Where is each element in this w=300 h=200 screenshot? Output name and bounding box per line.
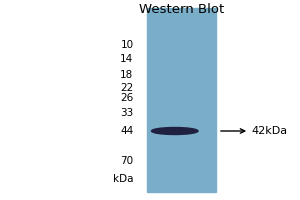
Bar — [147, 8, 216, 192]
Text: 10: 10 — [120, 40, 134, 50]
Text: 22: 22 — [120, 83, 134, 93]
Text: Western Blot: Western Blot — [139, 3, 224, 16]
Text: 42kDa: 42kDa — [221, 126, 288, 136]
Text: kDa: kDa — [113, 174, 134, 184]
Text: 70: 70 — [120, 156, 134, 166]
Text: 26: 26 — [120, 93, 134, 103]
Text: 18: 18 — [120, 70, 134, 80]
Text: 14: 14 — [120, 54, 134, 64]
Text: 33: 33 — [120, 108, 134, 118]
Text: 44: 44 — [120, 126, 134, 136]
Ellipse shape — [152, 128, 198, 134]
